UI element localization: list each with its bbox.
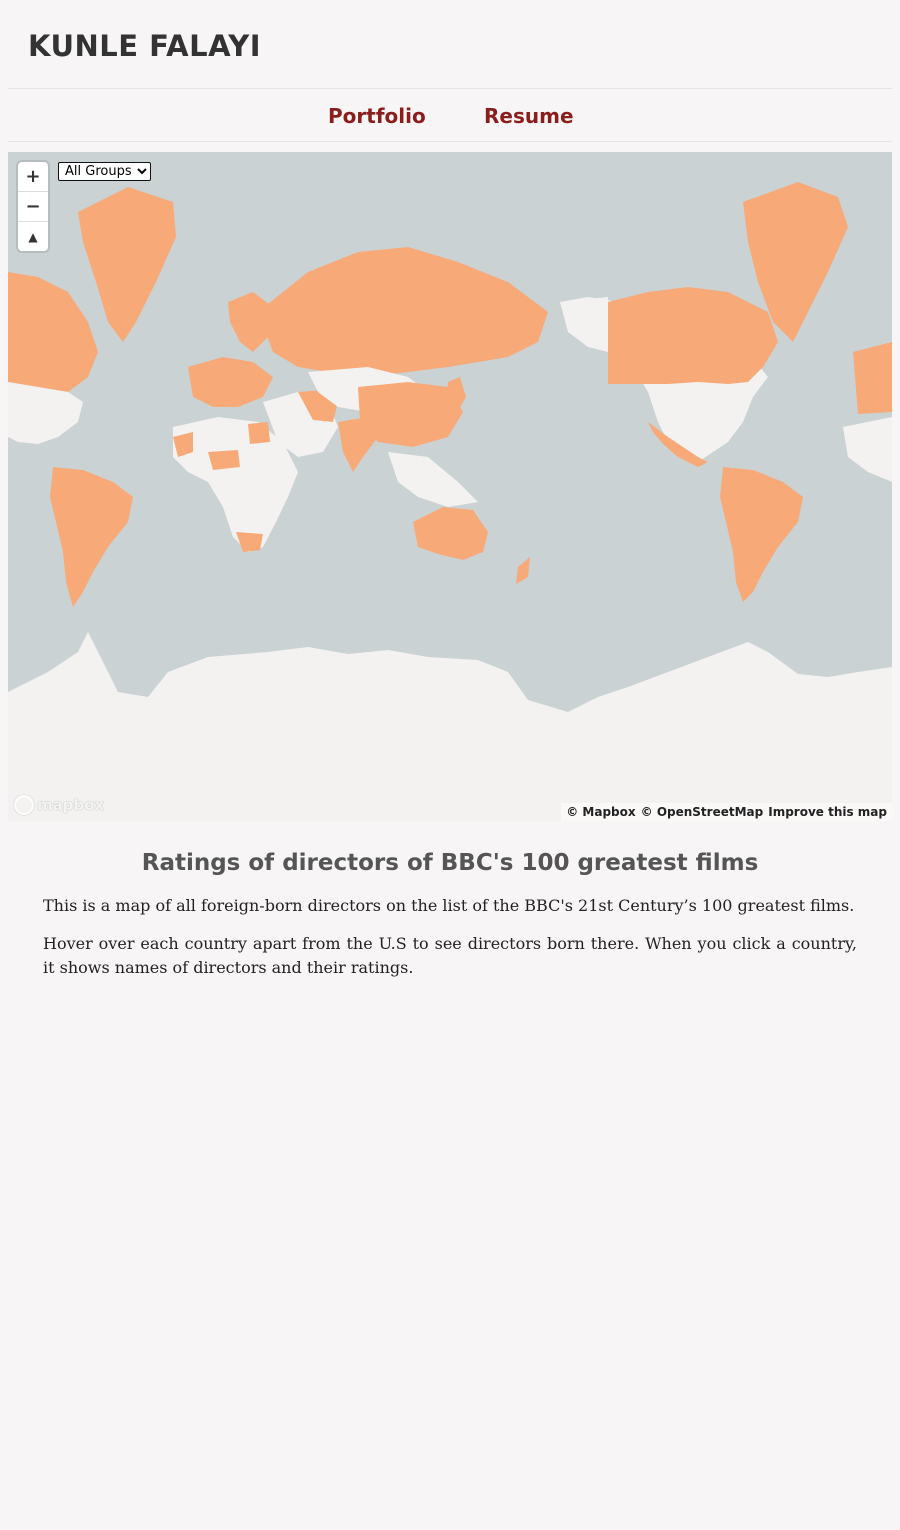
country-europe-west[interactable] [188, 357, 273, 407]
article-paragraph: Hover over each country apart from the U… [43, 934, 857, 977]
site-header: KUNLE FALAYI [8, 0, 892, 89]
mapbox-logo-icon [14, 795, 34, 815]
country-mexico[interactable] [648, 422, 708, 467]
country-brazil-right[interactable] [720, 467, 803, 602]
country-canada[interactable] [608, 287, 778, 384]
nav-link-resume[interactable]: Resume [484, 104, 574, 128]
country-japan[interactable] [446, 377, 466, 414]
country-canada-left[interactable] [8, 272, 98, 392]
map-attribution: © Mapbox © OpenStreetMap Improve this ma… [561, 803, 892, 821]
map-description: Ratings of directors of BBC's 100 greate… [43, 850, 857, 994]
country-morocco-algeria[interactable] [173, 432, 193, 457]
country-west-africa[interactable] [208, 450, 240, 470]
country-russia[interactable] [258, 247, 548, 377]
nav-link-portfolio[interactable]: Portfolio [328, 104, 426, 128]
land-alaska[interactable] [560, 297, 608, 352]
country-new-zealand[interactable] [516, 557, 530, 584]
land-antarctica [8, 632, 892, 821]
country-greenland-right[interactable] [743, 182, 848, 342]
site-title[interactable]: KUNLE FALAYI [28, 29, 262, 63]
country-australia[interactable] [413, 507, 488, 560]
article-title: Ratings of directors of BBC's 100 greate… [141, 850, 759, 876]
country-brazil-left[interactable] [50, 467, 133, 607]
mapbox-logo-text: mapbox [37, 796, 105, 814]
attribution-osm-link[interactable]: © OpenStreetMap [640, 805, 764, 819]
land-usa-left[interactable] [8, 382, 83, 444]
zoom-control: + − ▲ [18, 162, 48, 251]
land-africa[interactable] [173, 417, 298, 552]
country-india[interactable] [338, 417, 378, 472]
land-se-asia[interactable] [388, 452, 478, 507]
attribution-mapbox-link[interactable]: © Mapbox [566, 805, 636, 819]
group-filter-select[interactable]: All Groups [58, 162, 151, 181]
country-greenland-left[interactable] [78, 187, 176, 342]
map-canvas[interactable] [8, 152, 892, 821]
zoom-in-button[interactable]: + [18, 162, 48, 192]
country-europe-right[interactable] [853, 342, 892, 414]
country-south-africa[interactable] [236, 532, 263, 552]
country-scandinavia[interactable] [228, 292, 273, 352]
country-china[interactable] [358, 382, 463, 447]
attribution-improve-link[interactable]: Improve this map [768, 805, 887, 819]
land-africa-right[interactable] [843, 417, 892, 482]
compass-icon[interactable]: ▲ [28, 229, 38, 244]
zoom-out-button[interactable]: − [18, 192, 48, 222]
country-egypt[interactable] [248, 422, 270, 444]
mapbox-logo[interactable]: mapbox [14, 795, 104, 815]
main-nav: Portfolio Resume [8, 89, 892, 142]
world-map[interactable]: + − ▲ All Groups mapbox © Mapbox © OpenS… [8, 152, 892, 821]
article-paragraph: This is a map of all foreign-born direct… [43, 896, 855, 915]
